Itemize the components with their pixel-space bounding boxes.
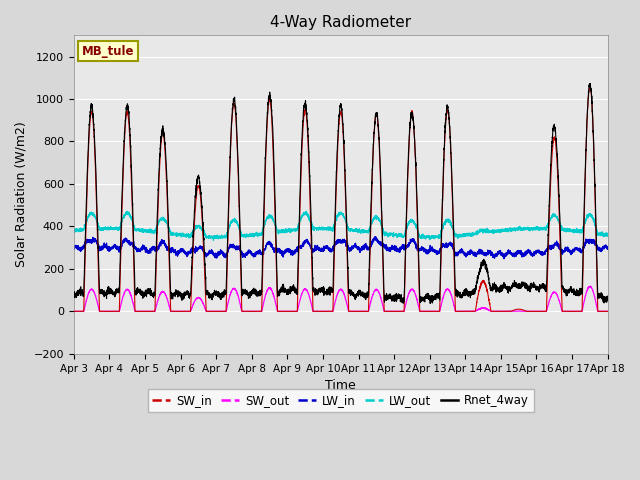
- Text: MB_tule: MB_tule: [82, 45, 134, 58]
- Y-axis label: Solar Radiation (W/m2): Solar Radiation (W/m2): [15, 122, 28, 267]
- Title: 4-Way Radiometer: 4-Way Radiometer: [270, 15, 412, 30]
- Legend: SW_in, SW_out, LW_in, LW_out, Rnet_4way: SW_in, SW_out, LW_in, LW_out, Rnet_4way: [148, 389, 534, 411]
- X-axis label: Time: Time: [325, 379, 356, 392]
